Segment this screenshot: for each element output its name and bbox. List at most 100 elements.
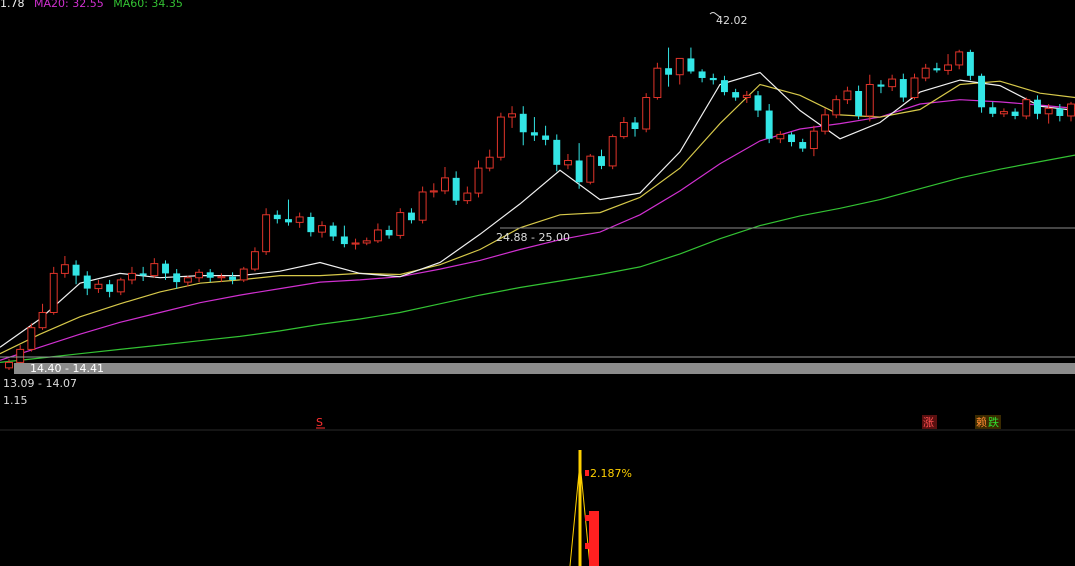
candle-body [262,214,271,253]
candle [1056,104,1064,122]
candle-body [496,116,505,158]
mamid-path [0,80,1075,355]
candle-body [318,225,326,233]
candle-body [642,97,651,130]
candle [195,269,204,283]
candle-body [441,177,449,192]
candle-body [553,139,561,165]
candle-body [229,276,237,280]
candle [239,266,248,283]
candle [173,269,181,289]
sell-die-badge [975,415,1001,429]
candle [206,269,214,283]
candle-body [206,272,214,278]
candle [262,208,271,255]
candle-body [519,113,527,133]
candle [933,62,941,73]
candle [821,108,830,135]
ma60-label: MA60: 34.35 [113,0,183,10]
candle-body [373,229,382,242]
candle [809,125,818,157]
candle-body [575,160,583,183]
candle-body [139,273,147,276]
candle [910,73,919,100]
candle [765,104,773,144]
candle [720,75,728,96]
candle [474,160,483,198]
candle [955,49,964,70]
candle [553,134,561,172]
candle [72,260,80,285]
candle-body [809,130,818,150]
zhang-badge [922,415,937,429]
candle [463,186,472,204]
candle-body [94,283,103,290]
candle [1044,104,1053,124]
candle [989,101,997,118]
candle-body [1056,108,1064,116]
candle-body [955,51,964,66]
candle [665,47,673,87]
candle [49,266,58,315]
candle [619,117,628,139]
candle-body [407,212,415,221]
candle-body [619,121,628,138]
candles-group [5,47,1075,371]
indicator-marker-3 [585,543,589,549]
candle-body [709,77,717,81]
candle [396,208,405,239]
candle-body [899,79,907,98]
candle-body [788,134,795,143]
ma-short-line [0,71,1075,348]
candle [542,125,550,146]
candle [452,171,460,205]
candle [586,153,595,185]
candle [496,112,505,161]
candle [5,359,13,371]
candle [229,272,237,285]
candle [373,223,382,243]
axis-low-label: 1.15 [3,394,28,407]
candle-body [16,348,25,363]
candle-body [362,240,371,244]
candle-body [843,90,852,101]
candle [1022,97,1031,120]
candle [865,74,874,122]
candle-body [653,67,662,99]
candle-body [598,156,605,166]
candle-body [1011,111,1019,116]
candle [944,54,952,75]
candle-body [933,68,941,71]
candle [642,93,651,133]
candle [653,62,662,100]
candle [888,74,897,91]
candle-body [340,236,348,245]
candle [139,266,147,281]
candle [250,247,259,272]
candle-body [474,167,483,194]
candle [899,73,907,102]
candle [1011,108,1019,120]
candle-body [563,159,572,166]
candle-body [173,273,181,283]
ma60-line [0,154,1075,363]
indicator-percent: 2.187% [590,467,632,480]
candle [128,266,136,285]
candle [38,303,47,330]
candle [16,345,25,365]
ma60-path [0,154,1075,363]
indicator-marker-2 [585,515,589,521]
band-bottom-label: 13.09 - 14.07 [3,377,77,390]
candle [485,149,494,172]
candle-body [49,272,58,313]
candle-body [485,156,494,169]
candle-body [60,264,69,274]
candle-body [1044,107,1053,115]
candle [351,238,360,250]
candle-body [329,225,337,237]
candle [519,106,527,146]
ma20-line [0,99,1075,361]
candle [183,275,192,287]
candle-body [999,111,1008,115]
